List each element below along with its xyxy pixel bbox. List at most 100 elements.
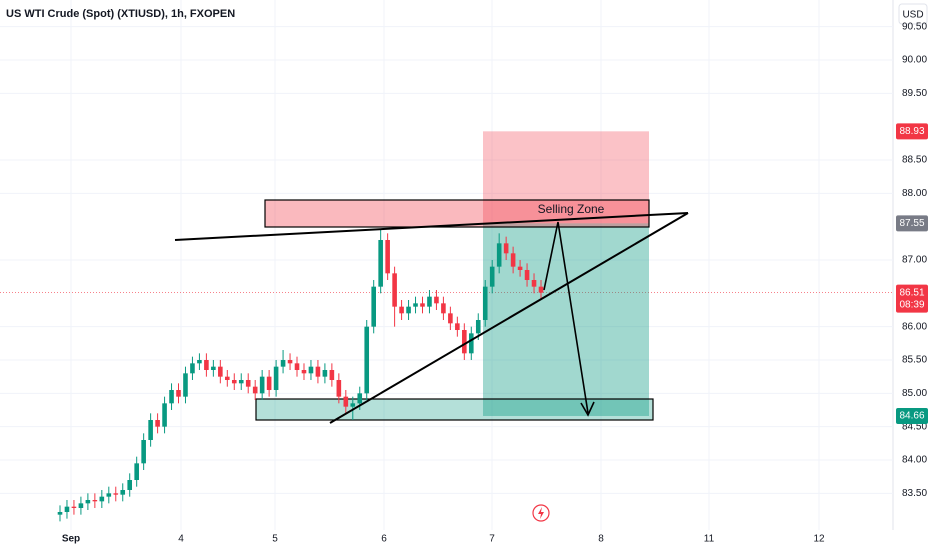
y-tick-label: 84.50 bbox=[902, 421, 927, 432]
candle-body bbox=[420, 303, 425, 307]
candle-body bbox=[503, 243, 509, 254]
candle-body bbox=[329, 370, 335, 380]
x-tick-label: 5 bbox=[272, 534, 278, 545]
candle-body bbox=[392, 273, 397, 307]
candle-body bbox=[496, 243, 502, 267]
candle-body bbox=[148, 420, 153, 440]
candle-body bbox=[155, 420, 160, 427]
candle-body bbox=[371, 286, 376, 327]
price-marker bbox=[896, 123, 928, 140]
y-tick-label: 88.50 bbox=[902, 155, 927, 166]
candle-body bbox=[482, 286, 488, 320]
candle-body bbox=[441, 303, 446, 314]
lightning bbox=[538, 507, 544, 519]
price-marker bbox=[896, 215, 928, 232]
price-axis: 83.50 84.00 84.50 85.00 85.50 86.00 87.00 88.00… bbox=[62, 21, 928, 545]
position-tool bbox=[483, 131, 649, 416]
candle-body bbox=[413, 303, 418, 307]
candle-body bbox=[455, 323, 460, 330]
candle-body bbox=[162, 403, 167, 427]
x-tick-label: 4 bbox=[178, 534, 184, 545]
candle-body bbox=[127, 480, 133, 490]
x-tick-label: 12 bbox=[813, 534, 825, 545]
y-tick-label: 90.50 bbox=[902, 21, 927, 32]
support-trendline bbox=[329, 212, 689, 424]
target-zone bbox=[483, 223, 649, 416]
candle-body bbox=[364, 326, 370, 394]
price-marker-label: 84.66 bbox=[899, 411, 924, 422]
candle-body bbox=[427, 296, 432, 307]
candle-body bbox=[238, 380, 244, 384]
price-marker bbox=[896, 284, 928, 313]
price-marker-label: 88.93 bbox=[899, 126, 924, 137]
y-tick-label: 90.00 bbox=[902, 55, 927, 66]
candle-body bbox=[378, 240, 383, 287]
x-tick-label: 6 bbox=[381, 534, 387, 545]
arrow-head bbox=[580, 401, 595, 417]
candle-body bbox=[78, 503, 84, 508]
x-tick-label: 11 bbox=[704, 534, 715, 545]
y-tick-label: 86.00 bbox=[902, 321, 927, 332]
candle-body bbox=[141, 440, 146, 464]
x-tick-label: 7 bbox=[489, 534, 495, 545]
candle-body bbox=[99, 496, 105, 502]
currency: USD bbox=[902, 10, 923, 21]
candle-body bbox=[385, 240, 390, 274]
candle-body bbox=[57, 512, 63, 515]
candle-body bbox=[245, 380, 251, 387]
candle-body bbox=[448, 313, 453, 324]
candles bbox=[57, 230, 544, 522]
candle-body bbox=[71, 506, 77, 508]
candle-body bbox=[350, 403, 356, 407]
candle-body bbox=[266, 376, 272, 390]
candle-body bbox=[489, 266, 495, 287]
candle-body bbox=[85, 500, 91, 504]
annotation: Selling Zone bbox=[538, 202, 605, 216]
candle-body bbox=[357, 393, 363, 404]
candle-body bbox=[468, 333, 474, 354]
currency-button[interactable] bbox=[898, 3, 928, 25]
candle-body bbox=[113, 493, 119, 495]
candle-body bbox=[106, 493, 112, 497]
countdown: 08:39 bbox=[899, 299, 924, 310]
candle-body bbox=[294, 363, 300, 370]
candle-body bbox=[120, 490, 126, 495]
candle-body bbox=[218, 366, 223, 377]
x-tick-label: 8 bbox=[598, 534, 604, 545]
price-marker bbox=[896, 408, 928, 424]
candle-body bbox=[197, 360, 202, 364]
x-tick-label: Sep bbox=[62, 534, 80, 545]
candle-body bbox=[204, 360, 209, 370]
stop-zone bbox=[483, 131, 649, 224]
candle-body bbox=[301, 370, 307, 374]
candle-body bbox=[176, 390, 181, 397]
chart-title: US WTI Crude (Spot) (XTIUSD), 1h, FXOPEN bbox=[6, 8, 235, 20]
y-tick-label: 85.00 bbox=[902, 388, 927, 399]
candle-body bbox=[134, 463, 139, 480]
candle-body bbox=[92, 500, 98, 502]
candle-body bbox=[225, 376, 230, 380]
projection-arrow bbox=[543, 221, 589, 414]
candle-body bbox=[183, 373, 188, 397]
candle-body bbox=[64, 506, 70, 512]
candle-body bbox=[462, 330, 467, 354]
candle-body bbox=[538, 286, 544, 293]
y-tick-label: 83.50 bbox=[902, 488, 927, 499]
candle-body bbox=[517, 266, 523, 270]
candle-body bbox=[169, 390, 174, 404]
candle-body bbox=[531, 280, 537, 287]
candle-body bbox=[322, 370, 328, 377]
y-tick-label: 85.50 bbox=[902, 355, 927, 366]
y-tick-label: 88.00 bbox=[902, 188, 927, 199]
candle-body bbox=[336, 380, 342, 397]
price-marker-label: 86.51 bbox=[899, 287, 924, 298]
candle-body bbox=[434, 296, 439, 304]
candle-body bbox=[273, 366, 279, 390]
y-tick-label: 87.00 bbox=[902, 255, 927, 266]
y-tick-label: 84.00 bbox=[902, 455, 927, 466]
candle-body bbox=[475, 320, 481, 334]
candle-body bbox=[287, 360, 293, 364]
resistance-trendline bbox=[174, 212, 689, 241]
